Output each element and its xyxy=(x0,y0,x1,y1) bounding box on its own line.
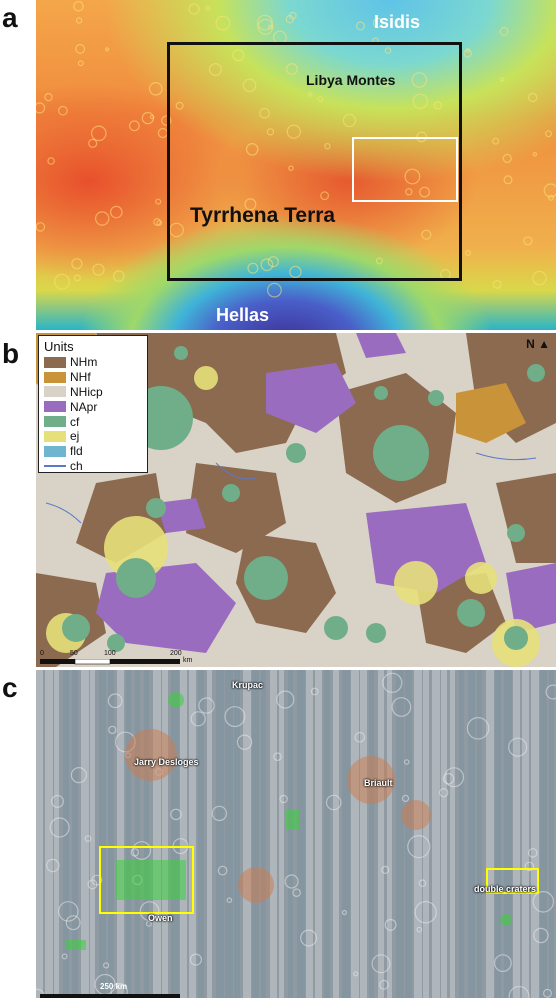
legend-label: NHicp xyxy=(70,384,103,399)
scale-label: 250 km xyxy=(100,982,128,991)
imagery-mosaic-image xyxy=(36,670,556,998)
legend-label: fld xyxy=(70,444,83,459)
label-jarry-desloges: Jarry Desloges xyxy=(134,757,199,767)
topographic-map-panel: Isidis Libya Montes Tyrrhena Terra Hella… xyxy=(36,0,556,330)
panel-letter-a: a xyxy=(2,2,18,33)
legend-item: NApr xyxy=(44,399,142,414)
map-legend: Units NHm NHf NHicp NApr cf ej fld xyxy=(38,335,148,473)
legend-item: ch xyxy=(44,459,142,474)
legend-item: cf xyxy=(44,414,142,429)
legend-swatch xyxy=(44,356,66,368)
scale-tick-0: 0 xyxy=(40,650,44,657)
scale-bar-b: 0 50 100 200 km xyxy=(40,650,193,665)
legend-label: NHm xyxy=(70,355,98,370)
legend-label: ch xyxy=(70,458,83,473)
panel-letter-c: c xyxy=(2,672,18,703)
legend-swatch xyxy=(44,464,66,467)
label-hellas: Hellas xyxy=(216,305,270,325)
legend-swatch xyxy=(44,401,66,413)
scale-bar-c: 250 km xyxy=(40,982,180,998)
legend-swatch xyxy=(44,371,66,383)
scale-bar-graphic xyxy=(40,994,180,998)
owen-highlight-box xyxy=(99,846,194,914)
legend-item: NHf xyxy=(44,370,142,385)
legend-swatch xyxy=(44,386,66,398)
label-krupac: Krupac xyxy=(232,680,264,690)
legend-item: fld xyxy=(44,444,142,459)
scale-bar-graphic xyxy=(40,659,180,665)
north-arrow: N ▲ xyxy=(526,337,550,351)
legend-swatch xyxy=(44,445,66,457)
legend-label: NHf xyxy=(70,370,91,385)
label-tyrrhena-terra: Tyrrhena Terra xyxy=(190,204,336,227)
detail-white-box xyxy=(352,137,458,202)
legend-item: NHm xyxy=(44,355,142,370)
legend-label: NApr xyxy=(70,399,98,414)
label-isidis: Isidis xyxy=(374,12,421,32)
legend-item: NHicp xyxy=(44,385,142,400)
scale-tick-100: 100 xyxy=(104,650,116,657)
legend-swatch xyxy=(44,416,66,428)
study-area-black-box xyxy=(167,42,462,281)
legend-label: ej xyxy=(70,429,80,444)
label-libya-montes: Libya Montes xyxy=(306,72,396,88)
panel-letter-b: b xyxy=(2,338,20,369)
topographic-map-image xyxy=(36,0,556,330)
legend-item: ej xyxy=(44,429,142,444)
imagery-mosaic-panel: Krupac Jarry Desloges Briault Owen doubl… xyxy=(36,670,556,998)
geologic-map-panel: Units NHm NHf NHicp NApr cf ej fld xyxy=(36,333,556,667)
double-craters-highlight-box xyxy=(486,868,539,894)
scale-tick-200: 200 xyxy=(170,650,182,657)
legend-swatch xyxy=(44,430,66,442)
legend-label: cf xyxy=(70,414,80,429)
north-label: N xyxy=(526,337,535,351)
north-arrow-icon: ▲ xyxy=(538,337,550,351)
scale-unit: km xyxy=(183,657,193,664)
scale-tick-50: 50 xyxy=(70,650,78,657)
label-briault: Briault xyxy=(364,778,393,788)
label-double-craters: double craters xyxy=(474,884,537,894)
legend-title: Units xyxy=(44,339,74,354)
label-owen: Owen xyxy=(148,913,173,923)
